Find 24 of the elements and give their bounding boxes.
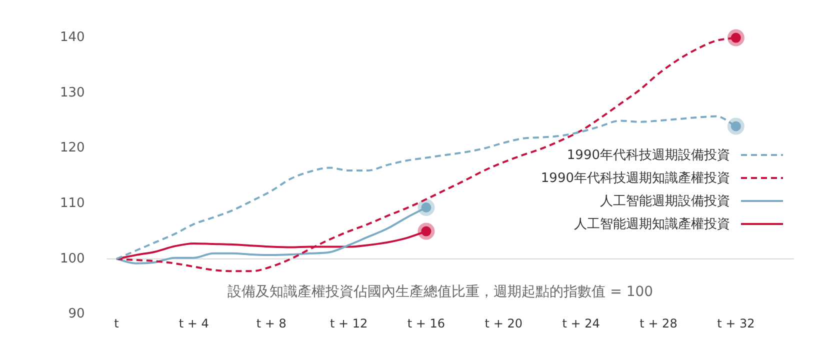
x-tick-label: t + 20 — [484, 316, 522, 331]
y-tick-label: 130 — [60, 85, 85, 100]
y-tick-label: 110 — [60, 196, 85, 212]
legend-label: 人工智能週期知識產權投資 — [574, 216, 730, 232]
x-tick-label: t — [114, 316, 120, 331]
x-tick-label: t + 24 — [562, 316, 600, 331]
y-tick-label: 100 — [60, 251, 85, 266]
point — [418, 222, 435, 240]
legend-label: 1990年代科技週期設備投資 — [566, 146, 730, 164]
y-tick-label: 120 — [60, 140, 85, 156]
x-tick-label: t + 12 — [330, 316, 368, 331]
y-tick-label: 140 — [60, 30, 85, 46]
x-tick-label: t + 4 — [178, 316, 209, 331]
point — [727, 118, 744, 135]
x-tick-label: t + 8 — [256, 316, 286, 331]
point — [727, 29, 744, 46]
point — [418, 199, 435, 216]
x-tick-label: t + 28 — [640, 316, 678, 331]
legend-label: 1990年代科技週期知識產權投資 — [540, 170, 730, 186]
x-tick-label: t + 16 — [407, 316, 446, 331]
annotation: 設備及知識產權投資佔國內生產總值比重，週期起點的指數值 = 100 — [228, 284, 654, 300]
y-tick-label: 90 — [68, 306, 85, 322]
legend-label: 人工智能週期設備投資 — [600, 192, 730, 210]
x-tick-label: t + 32 — [717, 316, 755, 331]
